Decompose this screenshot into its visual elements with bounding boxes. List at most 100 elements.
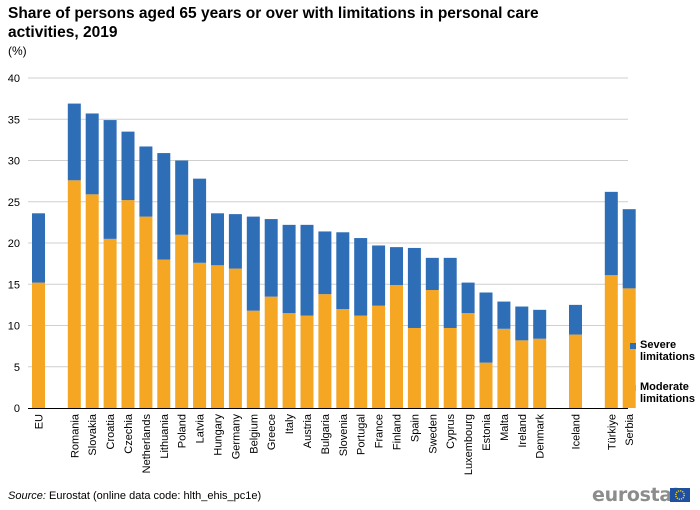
bar-moderate xyxy=(425,290,439,408)
bar-moderate xyxy=(479,362,493,408)
bar-severe xyxy=(282,224,296,314)
bar-moderate xyxy=(461,313,475,408)
bar-moderate xyxy=(67,180,81,408)
bar-moderate xyxy=(622,288,636,408)
bar-moderate xyxy=(515,340,529,408)
bar-moderate xyxy=(300,315,314,408)
x-tick-labels: EU Romania Slovakia Croatia Czechia Netherlan… xyxy=(34,413,637,475)
bar-moderate xyxy=(157,259,171,408)
legend-label-severe: Severe limitations xyxy=(640,339,696,363)
y-tick-label: 10 xyxy=(8,321,20,333)
x-tick-label: Iceland xyxy=(571,414,583,449)
bar-severe xyxy=(103,120,117,239)
x-tick-label: Estonia xyxy=(481,413,493,451)
bar-severe xyxy=(533,309,547,339)
x-tick-label: Italy xyxy=(284,414,296,435)
x-tick-label: Czechia xyxy=(123,413,135,454)
x-tick-label: Greece xyxy=(266,414,278,450)
legend-item-severe: Severe limitations xyxy=(630,339,700,363)
bar-moderate xyxy=(228,268,242,408)
legend-item-moderate: Moderate limitations xyxy=(630,381,700,405)
bar-severe xyxy=(318,231,332,295)
legend: Severe limitations Moderate limitations xyxy=(630,339,700,405)
bar-severe xyxy=(264,219,278,297)
x-tick-label: Slovenia xyxy=(338,413,350,456)
x-tick-label: Netherlands xyxy=(141,414,153,474)
bar-moderate xyxy=(103,238,117,408)
y-tick-label: 30 xyxy=(8,156,20,168)
source-label: Source: xyxy=(8,490,46,502)
source-text: Eurostat (online data code: hlth_ehis_pc… xyxy=(48,490,262,502)
x-tick-label: Romania xyxy=(69,413,81,458)
x-tick-label: Poland xyxy=(177,414,189,448)
bar-moderate xyxy=(336,309,350,408)
bar-severe xyxy=(300,224,314,316)
x-tick-label: Germany xyxy=(230,414,242,460)
x-tick-label: Sweden xyxy=(427,414,439,454)
legend-label-moderate: Moderate limitations xyxy=(640,381,696,405)
bars xyxy=(32,103,636,408)
x-tick-label: Portugal xyxy=(356,414,368,455)
bar-moderate xyxy=(139,216,153,408)
bar-severe xyxy=(622,209,636,289)
bar-moderate xyxy=(211,265,224,408)
bar-moderate xyxy=(264,296,278,408)
x-tick-label: EU xyxy=(34,414,46,429)
bar-severe xyxy=(354,238,368,316)
bar-severe xyxy=(390,247,403,286)
x-tick-label: France xyxy=(374,414,386,448)
chart-title: Share of persons aged 65 years or over w… xyxy=(8,5,539,41)
x-tick-label: Cyprus xyxy=(445,414,457,449)
bar-severe xyxy=(604,191,618,276)
x-tick-label: Croatia xyxy=(105,413,117,449)
eu-flag-icon xyxy=(670,488,690,502)
bar-severe xyxy=(32,213,45,283)
y-tick-label: 5 xyxy=(14,362,20,374)
bar-moderate xyxy=(390,285,403,408)
bar-severe xyxy=(497,301,511,329)
bar-severe xyxy=(121,131,135,201)
bar-moderate xyxy=(569,334,582,408)
bar-moderate xyxy=(604,275,618,408)
legend-swatch-moderate xyxy=(630,385,636,391)
bar-moderate xyxy=(372,305,386,408)
x-tick-label: Luxembourg xyxy=(463,414,475,475)
x-tick-label: Denmark xyxy=(535,414,547,459)
stacked-bar-chart: 0 5 10 15 20 25 30 35 40 EU Romania Slovakia Croati… xyxy=(8,73,637,475)
x-tick-label: Belgium xyxy=(248,414,260,454)
bar-severe xyxy=(67,103,81,181)
x-tick-label: Bulgaria xyxy=(320,413,332,454)
bar-moderate xyxy=(282,313,296,408)
bar-severe xyxy=(443,257,457,328)
y-tick-labels: 0 5 10 15 20 25 30 35 40 xyxy=(8,73,20,415)
bar-severe xyxy=(336,232,350,309)
bar-severe xyxy=(479,292,493,363)
y-axis-unit: (%) xyxy=(8,44,27,58)
x-tick-label: Latvia xyxy=(195,413,207,443)
bar-severe xyxy=(372,245,386,306)
bar-moderate xyxy=(121,200,135,408)
bar-severe xyxy=(139,146,153,217)
bar-moderate xyxy=(85,194,99,408)
source-note: Source: Eurostat (online data code: hlth… xyxy=(8,490,261,502)
x-tick-label: Hungary xyxy=(213,414,225,456)
bar-severe xyxy=(85,113,99,195)
bar-severe xyxy=(246,216,260,311)
bar-severe xyxy=(515,306,529,341)
bar-moderate xyxy=(407,327,421,408)
y-tick-label: 40 xyxy=(8,73,20,85)
bar-severe xyxy=(228,214,242,269)
bar-severe xyxy=(407,247,421,328)
x-tick-label: Türkiye xyxy=(606,414,618,450)
y-tick-label: 25 xyxy=(8,197,20,209)
bar-moderate xyxy=(32,282,45,408)
logo-wordmark: eurostat xyxy=(592,484,681,506)
x-tick-label: Lithuania xyxy=(159,413,171,459)
x-tick-label: Serbia xyxy=(624,413,636,446)
y-tick-label: 35 xyxy=(8,114,20,126)
bar-moderate xyxy=(533,338,547,408)
x-tick-label: Malta xyxy=(499,413,511,441)
x-tick-label: Austria xyxy=(302,413,314,448)
bar-moderate xyxy=(497,328,511,408)
x-tick-label: Ireland xyxy=(517,414,529,448)
